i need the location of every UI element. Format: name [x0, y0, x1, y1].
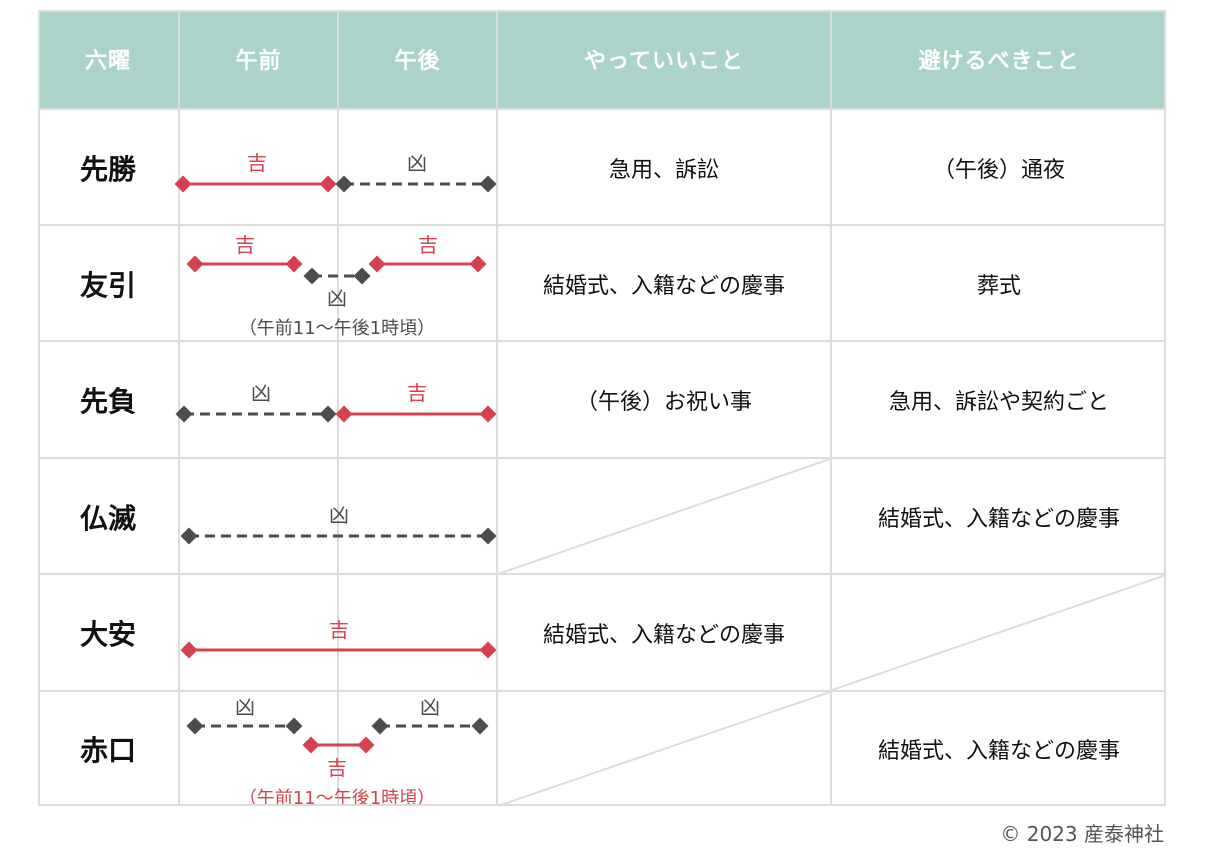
header-rokuyo: 六曜: [38, 10, 180, 108]
header-am: 午前: [180, 10, 339, 108]
avoid-cell: 結婚式、入籍などの慶事: [877, 739, 1120, 764]
am-cell: [180, 226, 339, 341]
do-cell: 結婚式、入籍などの慶事: [498, 226, 832, 341]
table-row: 赤口 凶 凶 吉 （午前11〜午後1時頃） 結婚式、入籍などの慶事: [38, 690, 1166, 809]
table-row: 先勝 吉 凶 急用、訴訟 （午後）通夜: [38, 108, 1166, 225]
rokuyo-name: 先勝: [38, 110, 180, 225]
am-cell: [180, 110, 339, 225]
avoid-cell-empty: [832, 575, 1166, 690]
rokuyo-name: 赤口: [38, 692, 180, 806]
rokuyo-name: 友引: [38, 226, 180, 341]
am-cell: [180, 342, 339, 457]
time-note: （午前11〜午後1時頃）: [239, 788, 435, 809]
table-row: 仏滅 凶 結婚式、入籍などの慶事: [38, 457, 1166, 574]
fortune-timeline: 吉 凶: [174, 151, 497, 193]
bad-label: 凶: [327, 286, 347, 310]
do-cell-empty: [498, 692, 832, 806]
pm-cell: [339, 575, 498, 690]
fortune-timeline: 凶: [180, 503, 497, 545]
fortune-timeline: 凶 吉: [175, 381, 497, 423]
fortune-timeline: 吉 吉 凶 （午前11〜午後1時頃）: [186, 233, 487, 339]
am-cell: [180, 459, 339, 574]
do-cell-empty: [498, 459, 832, 574]
pm-cell: [339, 342, 498, 457]
table-row: 先負 凶 吉 （午後）お祝い事 急用、訴訟や契約ごと: [38, 340, 1166, 457]
pm-cell: [339, 459, 498, 574]
avoid-cell: （午後）通夜: [932, 157, 1065, 183]
pm-cell: [339, 110, 498, 225]
good-label: 吉: [407, 381, 427, 405]
pm-cell: [339, 692, 498, 806]
am-cell: [180, 575, 339, 690]
table-row: 友引 吉 吉 凶 （午前11〜午後1時頃） 結婚式、入籍などの慶事 葬式: [38, 224, 1166, 341]
pm-cell: [339, 226, 498, 341]
do-cell: 結婚式、入籍などの慶事: [498, 575, 832, 690]
copyright: © 2023 産泰神社: [1000, 822, 1164, 846]
bad-label: 凶: [407, 151, 427, 175]
do-cell: （午後）お祝い事: [498, 342, 832, 457]
avoid-cell: 葬式: [976, 273, 1021, 299]
table-row: 大安 吉 結婚式、入籍などの慶事: [38, 573, 1166, 690]
do-cell: 急用、訴訟: [498, 110, 832, 225]
header-pm: 午後: [339, 10, 498, 108]
bad-label: 凶: [420, 695, 440, 719]
fortune-timeline: 凶 凶 吉 （午前11〜午後1時頃）: [186, 695, 489, 809]
rokuyo-name: 先負: [38, 342, 180, 457]
avoid-cell: 結婚式、入籍などの慶事: [877, 506, 1120, 532]
rokuyo-name: 大安: [38, 575, 180, 690]
diagonal-slash: [498, 459, 830, 574]
am-cell: [180, 692, 339, 806]
bad-label: 凶: [251, 381, 271, 405]
header-do: やっていいこと: [498, 10, 832, 108]
good-label: 吉: [418, 233, 438, 257]
bad-label: 凶: [329, 503, 349, 527]
fortune-timeline: 吉: [180, 618, 497, 659]
good-label: 吉: [235, 233, 255, 257]
diagonal-slash: [832, 575, 1166, 690]
time-note: （午前11〜午後1時頃）: [239, 318, 435, 339]
bad-label: 凶: [235, 695, 255, 719]
good-label: 吉: [327, 756, 347, 780]
header-avoid: 避けるべきこと: [832, 10, 1166, 108]
avoid-cell: 急用、訴訟や契約ごと: [888, 389, 1109, 415]
good-label: 吉: [329, 618, 349, 642]
good-label: 吉: [247, 151, 267, 175]
rokuyo-name: 仏滅: [38, 459, 180, 574]
diagonal-slash: [498, 692, 830, 806]
rokuyo-table: 六曜 午前 午後 やっていいこと 避けるべきこと 先勝 吉 凶 急用、訴訟 （午…: [38, 10, 1166, 809]
